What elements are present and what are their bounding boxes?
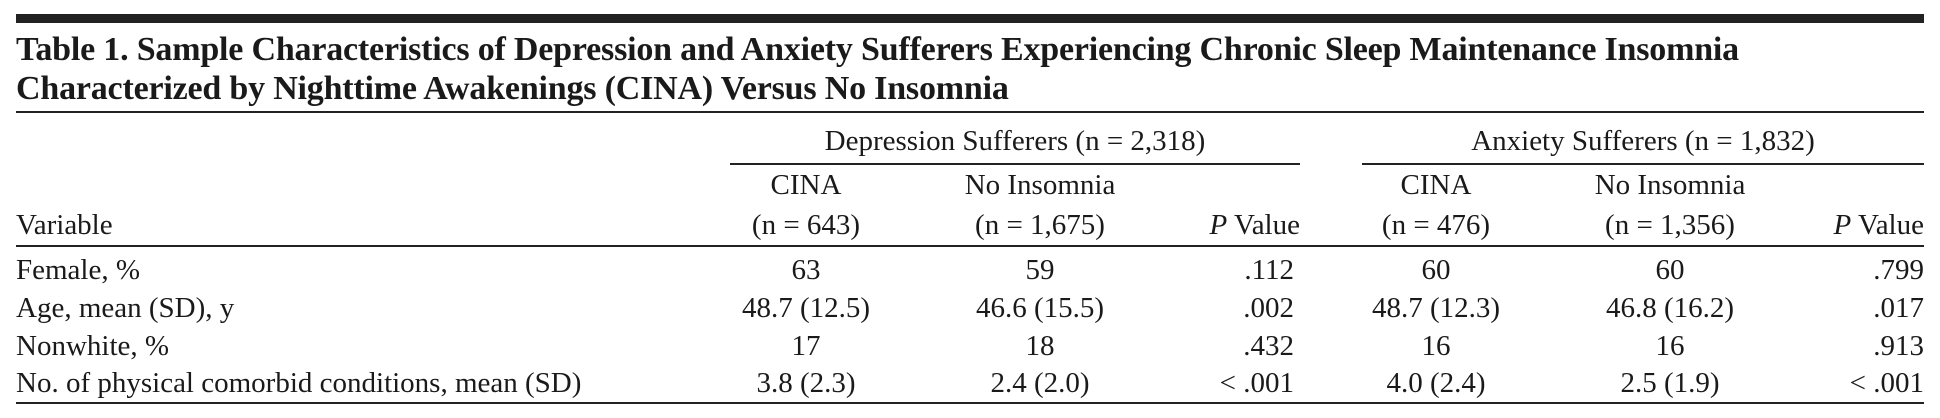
- col-header-depression-p: P Value: [1160, 208, 1300, 242]
- p-letter: P: [1209, 209, 1228, 241]
- cell-anxiety-cina: 4.0 (2.4): [1386, 367, 1486, 399]
- p-letter: P: [1833, 209, 1852, 241]
- col-header-anxiety-none: No Insomnia: [1594, 169, 1746, 201]
- cell-depression-p: .432: [1243, 330, 1294, 362]
- cell-depression-none: 18: [1025, 330, 1055, 362]
- table-row: Nonwhite, % 17 18 .432 16 16 .913: [0, 327, 1940, 365]
- cell-depression-p: .002: [1243, 292, 1294, 324]
- col-header-depression-none-n: (n = 1,675): [975, 209, 1105, 241]
- table-row: No. of physical comorbid conditions, mea…: [0, 364, 1940, 402]
- col-header-depression-none: No Insomnia: [964, 169, 1116, 201]
- cell-anxiety-none: 16: [1655, 330, 1685, 362]
- cell-anxiety-p: .913: [1873, 330, 1924, 362]
- table-row: Female, % 63 59 .112 60 60 .799: [0, 251, 1940, 289]
- cell-depression-cina: 3.8 (2.3): [756, 367, 856, 399]
- row-label: Age, mean (SD), y: [16, 292, 235, 324]
- bottom-rule: [16, 402, 1924, 404]
- row-label: Nonwhite, %: [16, 330, 170, 362]
- table-title: Table 1. Sample Characteristics of Depre…: [16, 31, 1739, 107]
- cell-depression-p: .112: [1244, 254, 1294, 286]
- cell-anxiety-p: .799: [1873, 254, 1924, 286]
- cell-anxiety-cina: 48.7 (12.3): [1371, 292, 1501, 324]
- col-header-depression-cina-n: (n = 643): [751, 209, 861, 241]
- cell-anxiety-none: 46.8 (16.2): [1605, 292, 1735, 324]
- cell-depression-p: < .001: [1219, 367, 1294, 399]
- cell-depression-cina: 48.7 (12.5): [741, 292, 871, 324]
- col-header-anxiety-p: P Value: [1784, 208, 1924, 242]
- header-rule: [16, 245, 1924, 247]
- group-header-depression: Depression Sufferers (n = 2,318): [824, 125, 1206, 157]
- col-header-depression-cina: CINA: [770, 169, 842, 201]
- col-header-variable: Variable: [16, 209, 113, 241]
- cell-anxiety-none: 60: [1655, 254, 1685, 286]
- p-word: Value: [1227, 209, 1300, 241]
- group-rule-anxiety: [1362, 163, 1924, 165]
- cell-anxiety-cina: 16: [1421, 330, 1451, 362]
- cell-depression-none: 46.6 (15.5): [975, 292, 1105, 324]
- cell-anxiety-p: < .001: [1849, 367, 1924, 399]
- cell-depression-cina: 63: [791, 254, 821, 286]
- cell-depression-cina: 17: [791, 330, 821, 362]
- top-rule: [16, 14, 1924, 23]
- col-header-anxiety-none-n: (n = 1,356): [1605, 209, 1735, 241]
- cell-depression-none: 2.4 (2.0): [990, 367, 1090, 399]
- cell-anxiety-p: .017: [1873, 292, 1924, 324]
- p-word: Value: [1851, 209, 1924, 241]
- row-label: Female, %: [16, 254, 141, 286]
- group-header-anxiety: Anxiety Sufferers (n = 1,832): [1471, 125, 1815, 157]
- cell-anxiety-cina: 60: [1421, 254, 1451, 286]
- cell-depression-none: 59: [1025, 254, 1055, 286]
- row-label: No. of physical comorbid conditions, mea…: [16, 367, 582, 399]
- title-rule: [16, 111, 1924, 113]
- col-header-anxiety-cina: CINA: [1400, 169, 1472, 201]
- table-row: Age, mean (SD), y 48.7 (12.5) 46.6 (15.5…: [0, 289, 1940, 327]
- cell-anxiety-none: 2.5 (1.9): [1620, 367, 1720, 399]
- group-rule-depression: [730, 163, 1300, 165]
- col-header-anxiety-cina-n: (n = 476): [1381, 209, 1491, 241]
